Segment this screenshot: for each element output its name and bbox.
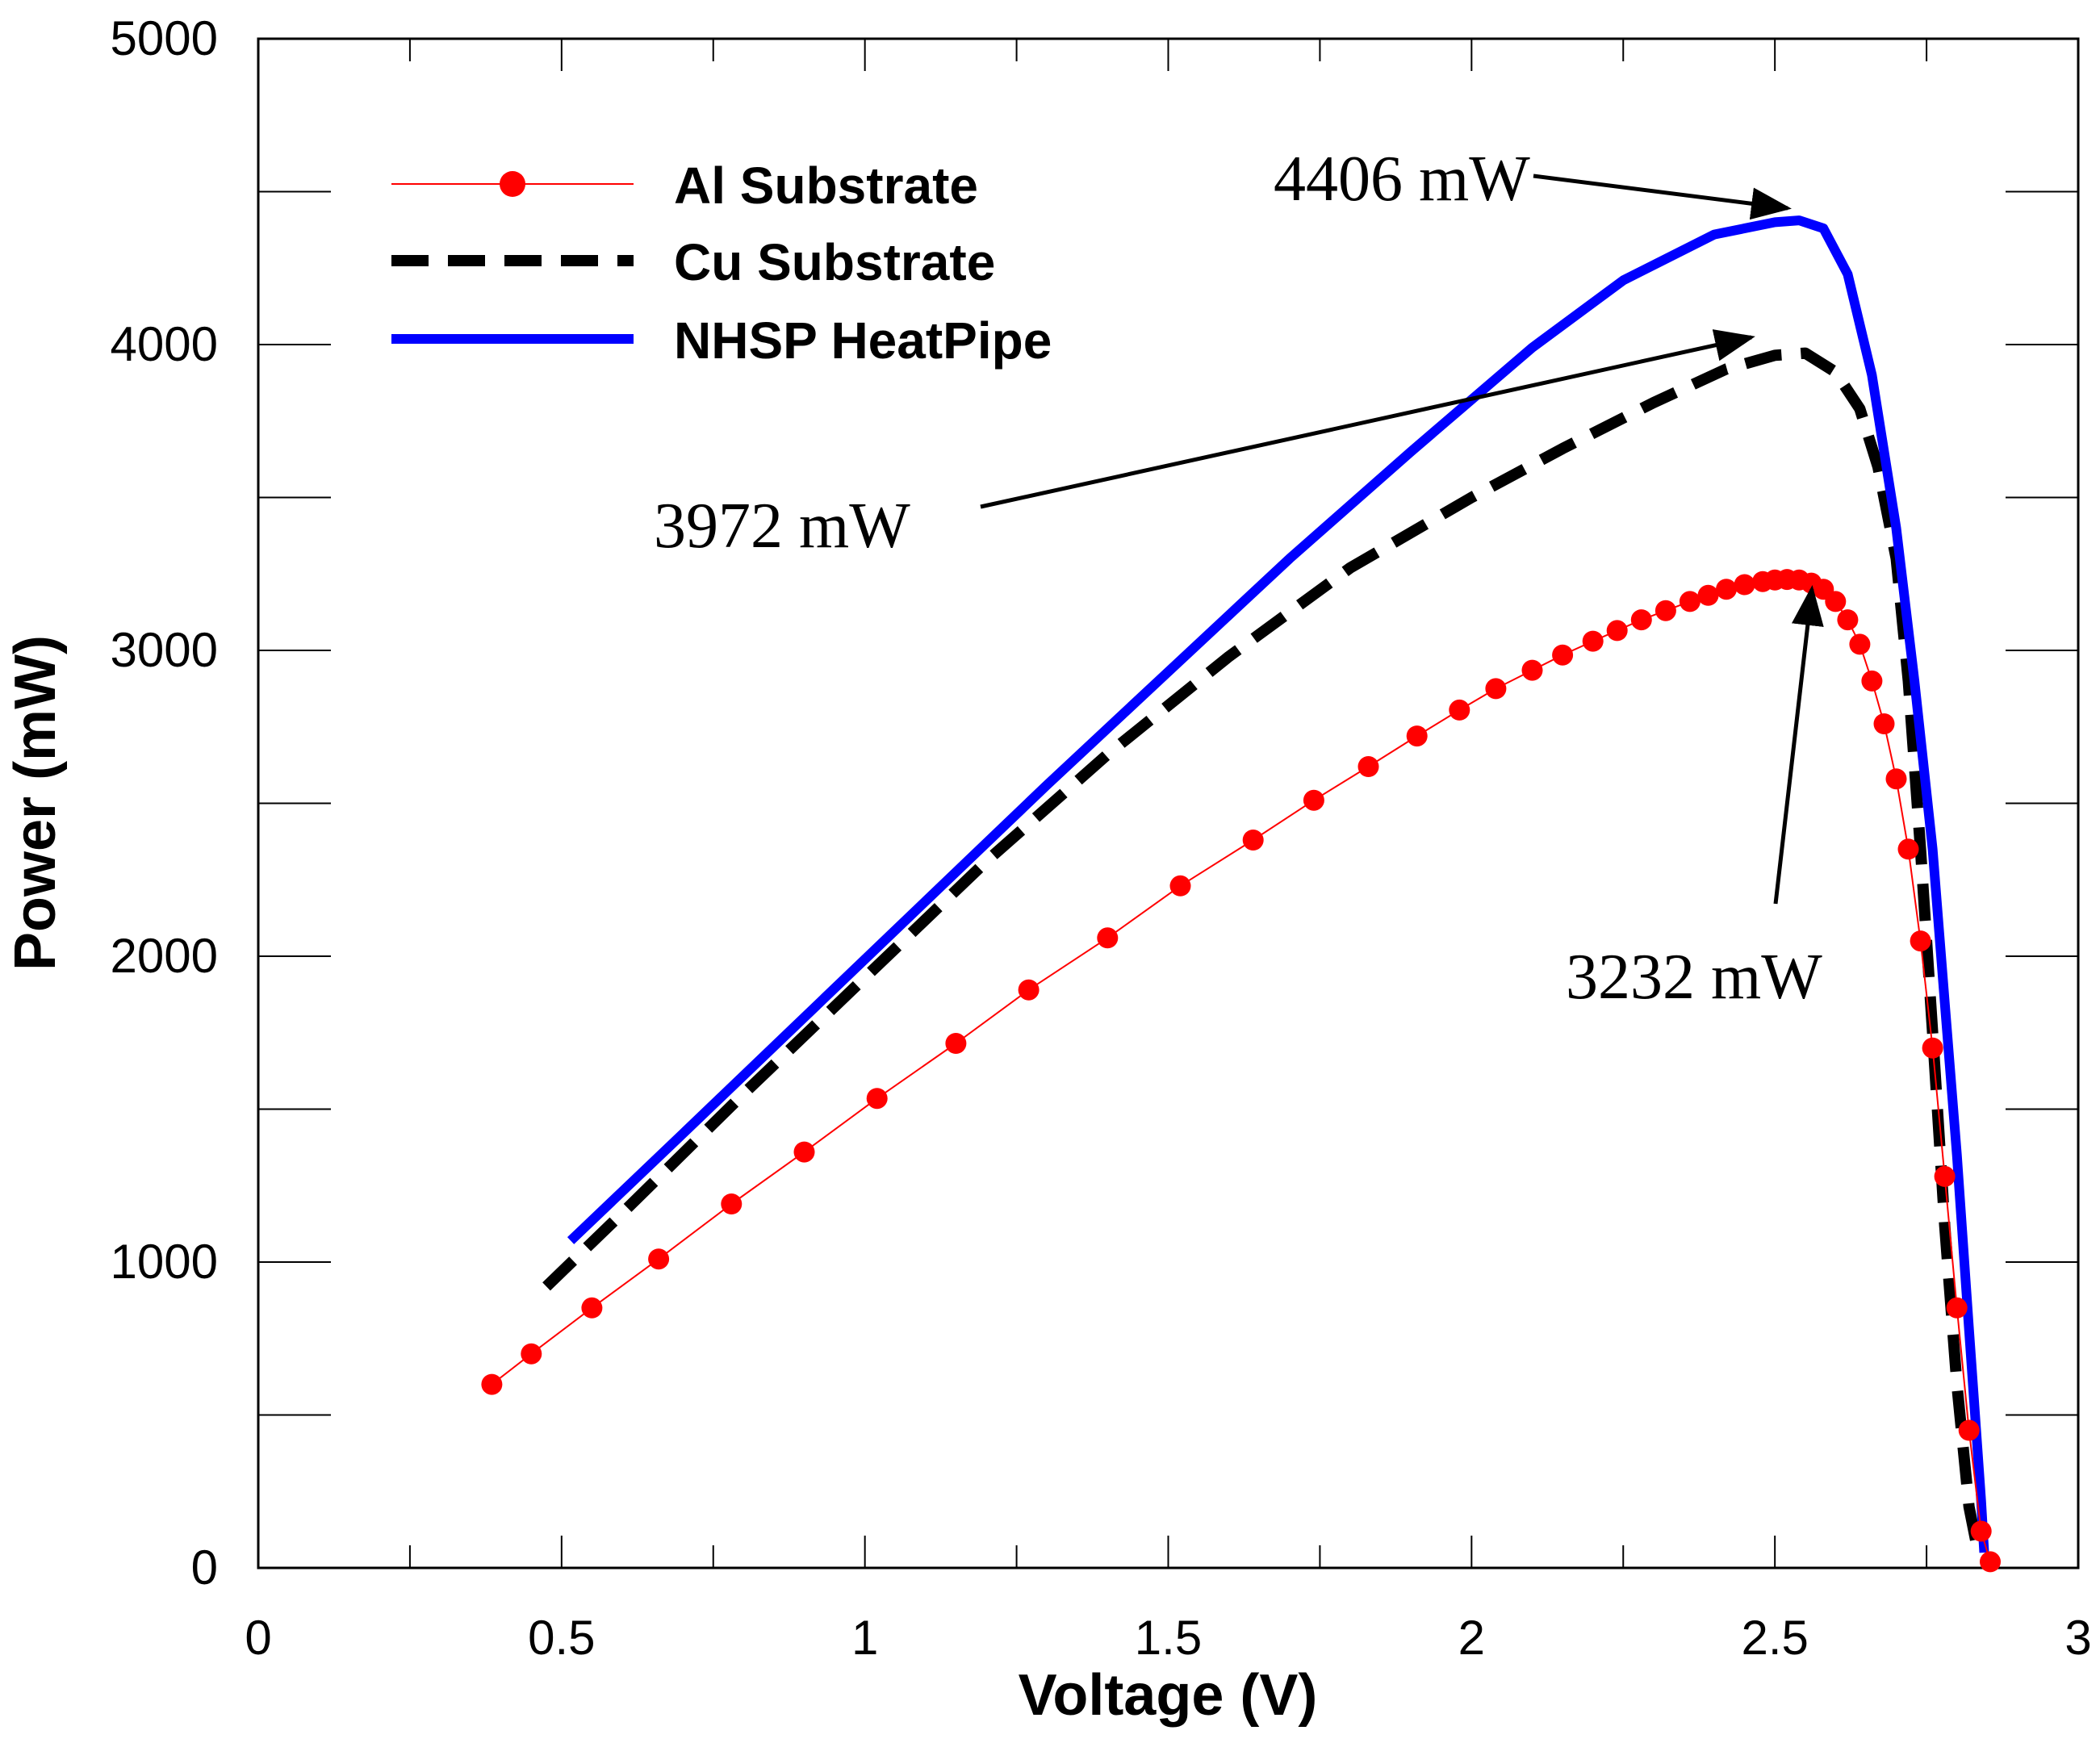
y-tick-label: 2000 xyxy=(111,929,218,983)
data-point-al xyxy=(1521,659,1543,681)
data-point-al xyxy=(721,1193,743,1214)
legend: Al Substrate Cu Substrate NHSP HeatPipe xyxy=(391,157,1052,370)
data-point-al xyxy=(1980,1551,2001,1573)
data-point-al xyxy=(1946,1297,1968,1319)
data-point-al xyxy=(1303,789,1324,811)
data-point-al xyxy=(1958,1419,1980,1441)
arrow-3972 xyxy=(980,329,1755,509)
data-point-al xyxy=(1097,927,1119,949)
y-axis-label: Power (mW) xyxy=(3,635,68,971)
x-tick-label: 0.5 xyxy=(528,1611,595,1665)
legend-label-al: Al Substrate xyxy=(674,157,978,215)
data-point-al xyxy=(581,1297,603,1319)
y-tick-label: 3000 xyxy=(111,623,218,677)
x-tick-label: 2 xyxy=(1458,1611,1485,1665)
data-point-al xyxy=(1873,713,1895,734)
annotation-arrows xyxy=(980,173,1824,905)
axis-ticks xyxy=(257,38,2079,1569)
arrow-4406 xyxy=(1533,173,1792,220)
data-point-al xyxy=(1970,1520,1992,1542)
arrow-3232 xyxy=(1773,585,1824,905)
plot-frame xyxy=(257,37,2080,1570)
annotation-3232: 3232 mW xyxy=(1566,942,1822,1013)
data-point-al xyxy=(1654,600,1676,621)
data-point-al xyxy=(1716,579,1737,600)
x-tick-label: 3 xyxy=(2064,1611,2091,1665)
data-point-al xyxy=(1552,644,1574,666)
series-line-nhsp-heatpipe xyxy=(567,215,1989,1553)
x-tick-label: 2.5 xyxy=(1741,1611,1808,1665)
x-tick-label: 1 xyxy=(851,1611,878,1665)
y-tick-label: 1000 xyxy=(111,1235,218,1289)
series-line-al-substrate xyxy=(491,579,1991,1562)
data-point-al xyxy=(1837,609,1859,631)
data-point-al xyxy=(1582,630,1604,652)
data-point-al xyxy=(1242,830,1264,851)
y-tick-label: 4000 xyxy=(111,317,218,371)
y-tick-label: 0 xyxy=(191,1540,218,1595)
x-tick-label: 0 xyxy=(245,1611,271,1665)
data-point-al xyxy=(1861,670,1883,692)
x-tick-label: 1.5 xyxy=(1135,1611,1202,1665)
data-point-al xyxy=(1934,1165,1956,1187)
data-point-al xyxy=(1679,591,1700,612)
annotation-3972: 3972 mW xyxy=(654,491,910,562)
annotation-4406: 4406 mW xyxy=(1274,144,1530,215)
data-point-al xyxy=(866,1088,888,1110)
data-point-al xyxy=(1169,875,1191,897)
data-point-al xyxy=(1485,678,1507,700)
data-point-al xyxy=(648,1248,670,1270)
data-point-al xyxy=(945,1033,967,1054)
legend-dot-al xyxy=(500,171,525,197)
data-point-al xyxy=(1697,584,1719,606)
tick-labels: 0 0.5 1 1.5 2 2.5 3 0 1000 2000 3000 4000 5000 xyxy=(111,11,2092,1665)
data-point-al xyxy=(1885,768,1907,790)
series-layer xyxy=(481,215,2001,1573)
data-point-al xyxy=(1018,979,1040,1001)
legend-label-nhsp: NHSP HeatPipe xyxy=(674,311,1052,370)
data-point-al xyxy=(1449,699,1470,721)
legend-label-cu: Cu Substrate xyxy=(674,233,995,291)
data-point-al xyxy=(1910,930,1931,952)
data-point-al xyxy=(1849,633,1871,655)
data-point-al xyxy=(1825,591,1847,612)
data-point-al xyxy=(481,1373,503,1395)
y-tick-label: 5000 xyxy=(111,11,218,65)
data-point-al xyxy=(521,1343,542,1365)
data-point-al xyxy=(1357,756,1379,777)
data-point-al xyxy=(1897,838,1919,860)
data-point-al xyxy=(1630,609,1652,631)
data-point-al xyxy=(1922,1037,1943,1059)
data-point-al xyxy=(1406,725,1428,747)
data-point-al xyxy=(1734,574,1755,596)
x-axis-label: Voltage (V) xyxy=(1019,1663,1318,1728)
series-line-cu-substrate xyxy=(542,347,1984,1554)
data-point-al xyxy=(1606,620,1628,642)
data-point-al xyxy=(793,1141,815,1163)
